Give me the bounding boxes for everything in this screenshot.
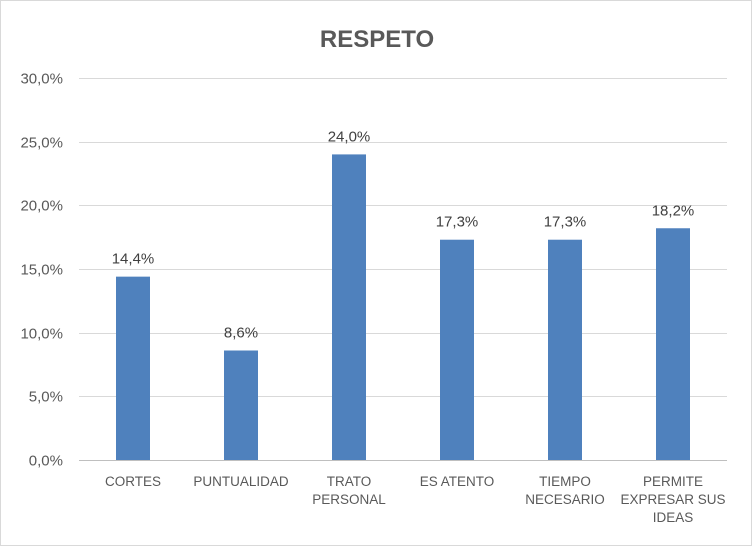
bar	[548, 239, 582, 460]
data-labels: 14,4% 8,6% 24,0% 17,3% 17,3% 18,2%	[112, 128, 695, 341]
bars	[116, 154, 690, 460]
category-label-line: NECESARIO	[525, 492, 605, 507]
data-label: 18,2%	[652, 202, 695, 219]
category-label: TRATO PERSONAL	[312, 474, 386, 507]
category-label-line: PERMITE	[643, 474, 703, 489]
data-label: 8,6%	[224, 324, 258, 341]
y-tick-label: 30,0%	[20, 71, 63, 88]
y-tick-label: 0,0%	[29, 453, 63, 470]
category-label-line: IDEAS	[653, 510, 694, 525]
x-axis-category-labels: CORTES PUNTUALIDAD TRATO PERSONAL ES ATENTO T…	[105, 474, 726, 525]
category-label: CORTES	[105, 474, 161, 489]
y-tick-label: 5,0%	[29, 389, 63, 406]
category-label-line: PUNTUALIDAD	[193, 474, 289, 489]
category-label-line: PERSONAL	[312, 492, 386, 507]
y-axis-tick-labels: 0,0% 5,0% 10,0% 15,0% 20,0% 25,0% 30,0%	[20, 71, 63, 470]
gridlines	[79, 78, 727, 461]
category-label-line: TIEMPO	[539, 474, 591, 489]
category-label: PUNTUALIDAD	[193, 474, 289, 489]
chart-title: RESPETO	[320, 26, 434, 53]
category-label-line: ES ATENTO	[420, 474, 495, 489]
bar	[332, 154, 366, 460]
data-label: 14,4%	[112, 251, 155, 268]
category-label-line: EXPRESAR SUS	[620, 492, 725, 507]
y-tick-label: 25,0%	[20, 135, 63, 152]
data-label: 24,0%	[328, 128, 371, 145]
category-label: TIEMPO NECESARIO	[525, 474, 605, 507]
bar	[224, 350, 258, 460]
data-label: 17,3%	[436, 214, 479, 231]
y-tick-label: 20,0%	[20, 198, 63, 215]
bar	[656, 228, 690, 460]
y-tick-label: 10,0%	[20, 326, 63, 343]
category-label-line: TRATO	[327, 474, 372, 489]
category-label-line: CORTES	[105, 474, 161, 489]
category-label: PERMITE EXPRESAR SUS IDEAS	[620, 474, 725, 525]
bar	[440, 239, 474, 460]
category-label: ES ATENTO	[420, 474, 495, 489]
data-label: 17,3%	[544, 214, 587, 231]
y-tick-label: 15,0%	[20, 262, 63, 279]
bar	[116, 276, 150, 460]
